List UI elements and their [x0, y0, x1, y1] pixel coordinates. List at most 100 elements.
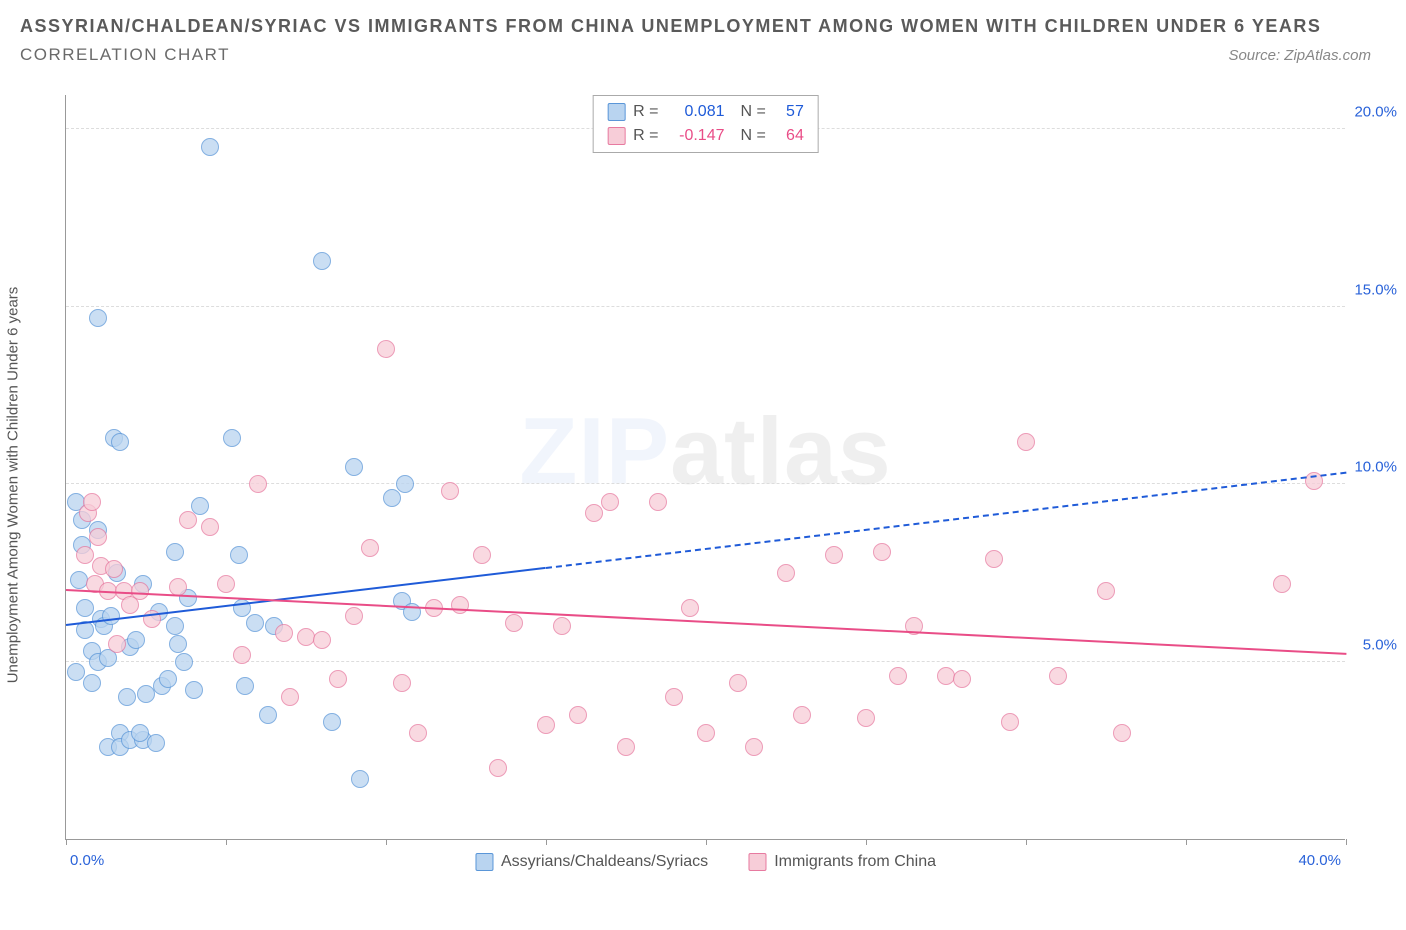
data-point [396, 475, 414, 493]
x-tick [546, 839, 547, 845]
stat-r-label: R = [633, 100, 658, 124]
x-tick [1346, 839, 1347, 845]
data-point [409, 724, 427, 742]
data-point [451, 596, 469, 614]
data-point [83, 674, 101, 692]
data-point [601, 493, 619, 511]
data-point [131, 724, 149, 742]
data-point [1097, 582, 1115, 600]
data-point [67, 663, 85, 681]
data-point [297, 628, 315, 646]
data-point [937, 667, 955, 685]
x-tick [226, 839, 227, 845]
gridline [66, 306, 1345, 307]
y-axis-label: Unemployment Among Women with Children U… [5, 287, 22, 684]
data-point [131, 582, 149, 600]
data-point [777, 564, 795, 582]
stat-n-value: 64 [774, 124, 804, 148]
bottom-legend: Assyrians/Chaldeans/Syriacs Immigrants fr… [475, 853, 936, 871]
data-point [345, 458, 363, 476]
data-point [1273, 575, 1291, 593]
legend-label: Immigrants from China [774, 853, 936, 871]
watermark: ZIPatlas [519, 398, 891, 507]
data-point [233, 646, 251, 664]
data-point [361, 539, 379, 557]
data-point [127, 631, 145, 649]
data-point [665, 688, 683, 706]
data-point [617, 738, 635, 756]
data-point [441, 482, 459, 500]
data-point [118, 688, 136, 706]
data-point [201, 138, 219, 156]
data-point [217, 575, 235, 593]
x-tick [1186, 839, 1187, 845]
trend-line [546, 472, 1346, 569]
data-point [473, 546, 491, 564]
legend-swatch [748, 853, 766, 871]
data-point [393, 674, 411, 692]
x-tick [66, 839, 67, 845]
data-point [275, 624, 293, 642]
data-point [175, 653, 193, 671]
data-point [1017, 433, 1035, 451]
data-point [108, 635, 126, 653]
data-point [246, 614, 264, 632]
stat-r-value: -0.147 [667, 124, 725, 148]
data-point [729, 674, 747, 692]
legend-swatch [607, 127, 625, 145]
data-point [105, 560, 123, 578]
stats-row: R =0.081N =57 [607, 100, 804, 124]
y-tick-label: 15.0% [1354, 281, 1397, 298]
data-point [223, 429, 241, 447]
data-point [166, 617, 184, 635]
data-point [1049, 667, 1067, 685]
data-point [185, 681, 203, 699]
legend-swatch [475, 853, 493, 871]
data-point [147, 734, 165, 752]
data-point [697, 724, 715, 742]
legend-item: Immigrants from China [748, 853, 936, 871]
y-tick-label: 20.0% [1354, 104, 1397, 121]
data-point [377, 340, 395, 358]
data-point [649, 493, 667, 511]
data-point [569, 706, 587, 724]
data-point [76, 546, 94, 564]
x-tick [866, 839, 867, 845]
data-point [102, 607, 120, 625]
data-point [236, 677, 254, 695]
data-point [329, 670, 347, 688]
stat-n-label: N = [741, 100, 766, 124]
data-point [313, 631, 331, 649]
y-tick-label: 10.0% [1354, 459, 1397, 476]
stats-row: R = -0.147 N = 64 [607, 124, 804, 148]
x-max-label: 40.0% [1298, 852, 1341, 869]
data-point [179, 511, 197, 529]
legend-swatch [607, 103, 625, 121]
x-tick [386, 839, 387, 845]
source-label: Source: ZipAtlas.com [1228, 47, 1386, 64]
data-point [873, 543, 891, 561]
data-point [383, 489, 401, 507]
plot-area: ZIPatlas 5.0%10.0%15.0%20.0%0.0%40.0%R =… [65, 95, 1345, 840]
stat-r-label: R = [633, 124, 658, 148]
data-point [1113, 724, 1131, 742]
data-point [889, 667, 907, 685]
chart-container: Unemployment Among Women with Children U… [55, 95, 1385, 875]
data-point [351, 770, 369, 788]
data-point [553, 617, 571, 635]
chart-title: ASSYRIAN/CHALDEAN/SYRIAC VS IMMIGRANTS F… [20, 12, 1386, 41]
stat-n-label: N = [741, 124, 766, 148]
data-point [313, 252, 331, 270]
data-point [953, 670, 971, 688]
y-tick-label: 5.0% [1363, 636, 1397, 653]
data-point [70, 571, 88, 589]
data-point [249, 475, 267, 493]
data-point [489, 759, 507, 777]
data-point [1001, 713, 1019, 731]
stats-box: R =0.081N =57R = -0.147 N = 64 [592, 95, 819, 153]
legend-label: Assyrians/Chaldeans/Syriacs [501, 853, 708, 871]
x-min-label: 0.0% [70, 852, 104, 869]
data-point [505, 614, 523, 632]
data-point [825, 546, 843, 564]
data-point [857, 709, 875, 727]
